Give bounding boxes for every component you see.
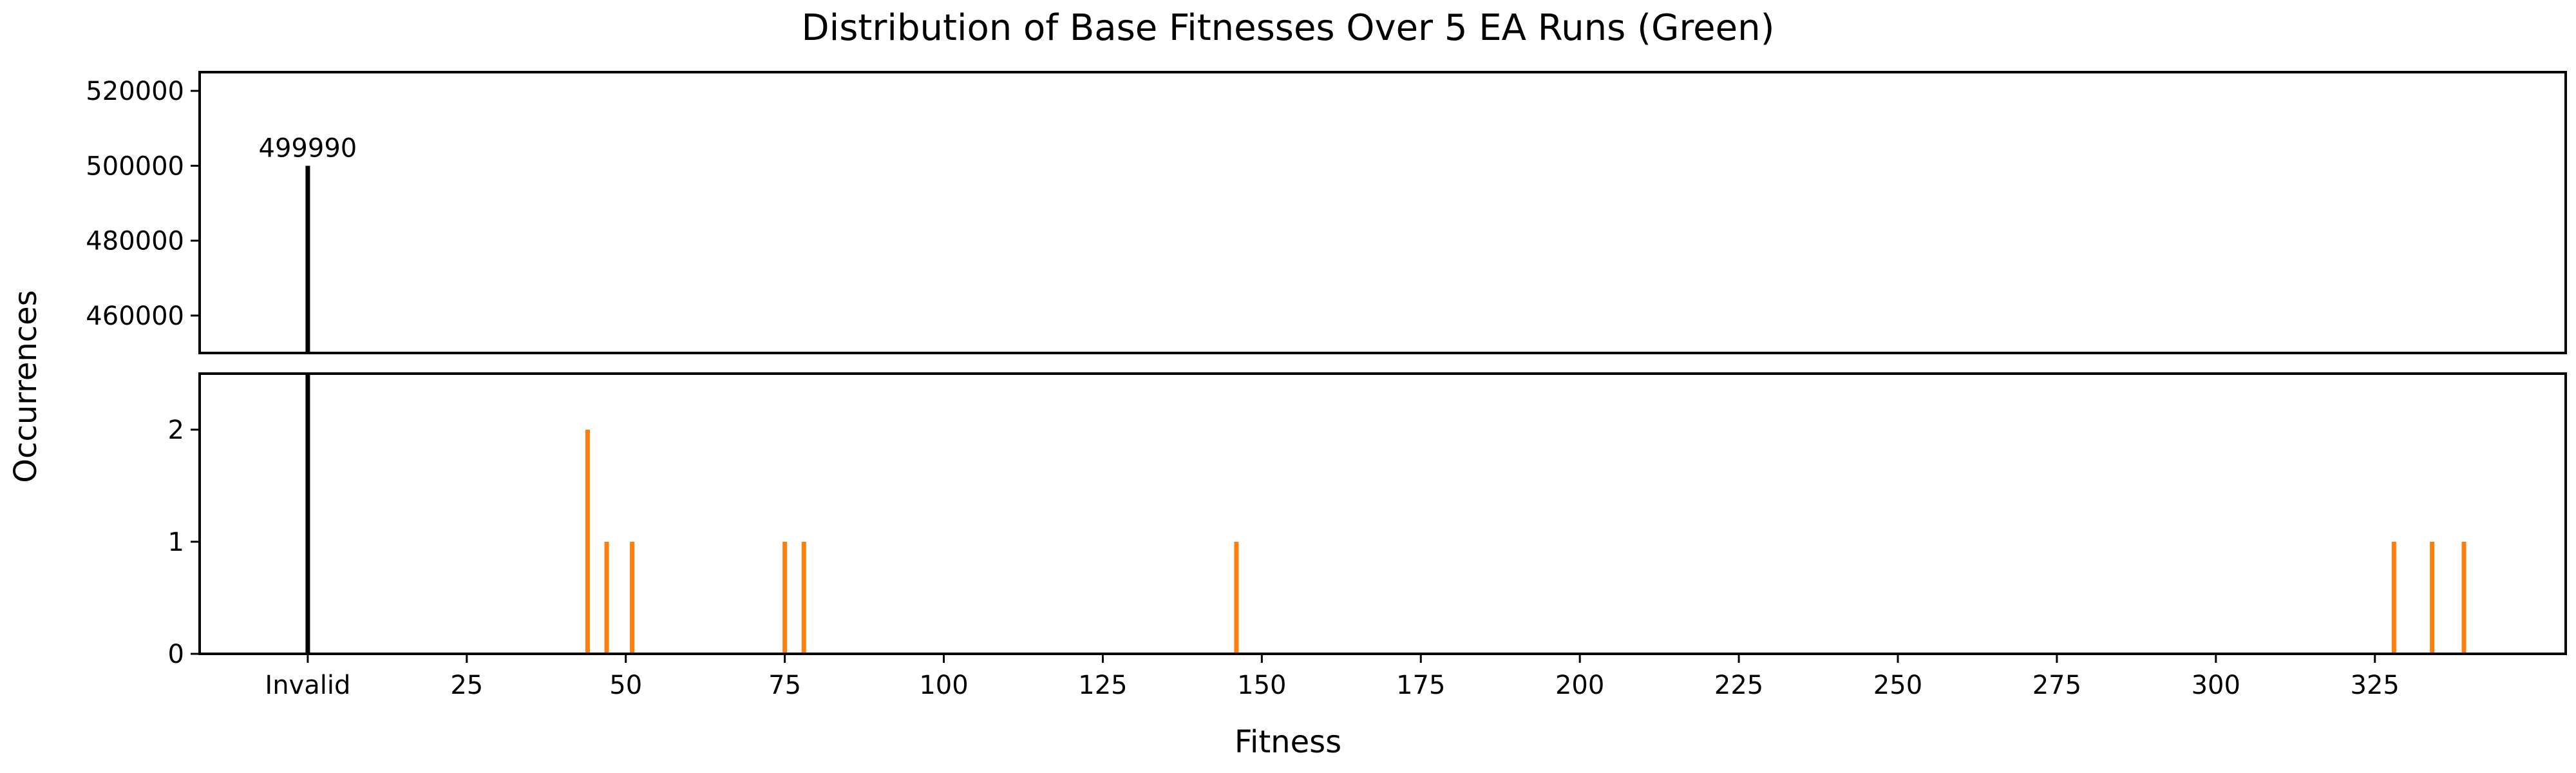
chart-title: Distribution of Base Fitnesses Over 5 EA… — [802, 7, 1775, 49]
x-tick-label-1: 25 — [450, 671, 483, 700]
upper-y-tick-label-2: 500000 — [86, 151, 184, 181]
x-tick-label-9: 225 — [1714, 671, 1763, 700]
lower-bar-s1-8 — [2461, 542, 2467, 654]
lower-y-tick-label-1: 1 — [168, 528, 184, 557]
lower-bar-s1-4 — [801, 542, 806, 654]
lower-bar-s1-5 — [1234, 542, 1239, 654]
x-tick-label-13: 325 — [2351, 671, 2400, 700]
upper-bars — [305, 166, 310, 353]
bar-value-label-0: 499990 — [259, 133, 357, 163]
x-tick-label-12: 300 — [2192, 671, 2240, 700]
lower-y-tick-label-0: 0 — [168, 640, 184, 669]
upper-y-tick-label-0: 460000 — [86, 301, 184, 331]
x-tick-label-11: 275 — [2032, 671, 2081, 700]
lower-bar-s1-2 — [630, 542, 635, 654]
lower-y-tick-label-2: 2 — [168, 415, 184, 445]
upper-frame — [198, 71, 2567, 354]
lower-bar-s1-0 — [585, 430, 590, 654]
upper-bar-s0-0 — [305, 166, 310, 353]
upper-panel: 460000 480000 500000 520000 499990 — [86, 71, 2567, 354]
y-axis-label: Occurrences — [8, 290, 44, 482]
lower-bar-s0-0 — [305, 374, 310, 654]
x-tick-label-8: 200 — [1555, 671, 1604, 700]
x-axis-label: Fitness — [1235, 724, 1341, 760]
x-tick-label-0: Invalid — [265, 671, 350, 700]
lower-bar-s1-1 — [604, 542, 609, 654]
lower-frame — [198, 372, 2567, 655]
lower-panel: 0 1 2 — [168, 372, 2567, 669]
x-tick-label-2: 50 — [609, 671, 642, 700]
upper-y-tick-label-3: 520000 — [86, 77, 184, 106]
x-tick-label-5: 125 — [1078, 671, 1127, 700]
x-tick-label-7: 175 — [1396, 671, 1445, 700]
upper-y-tick-label-1: 480000 — [86, 227, 184, 256]
lower-bar-s1-6 — [2391, 542, 2396, 654]
x-tick-label-10: 250 — [1873, 671, 1922, 700]
lower-bar-s1-3 — [782, 542, 788, 654]
x-axis: Invalid 25 50 75 100 125 150 175 200 225 250 275 300… — [265, 654, 2400, 700]
lower-bar-s1-7 — [2430, 542, 2435, 654]
x-tick-label-4: 100 — [919, 671, 968, 700]
lower-bars — [305, 374, 2467, 654]
x-tick-label-6: 150 — [1237, 671, 1286, 700]
x-tick-label-3: 75 — [768, 671, 801, 700]
